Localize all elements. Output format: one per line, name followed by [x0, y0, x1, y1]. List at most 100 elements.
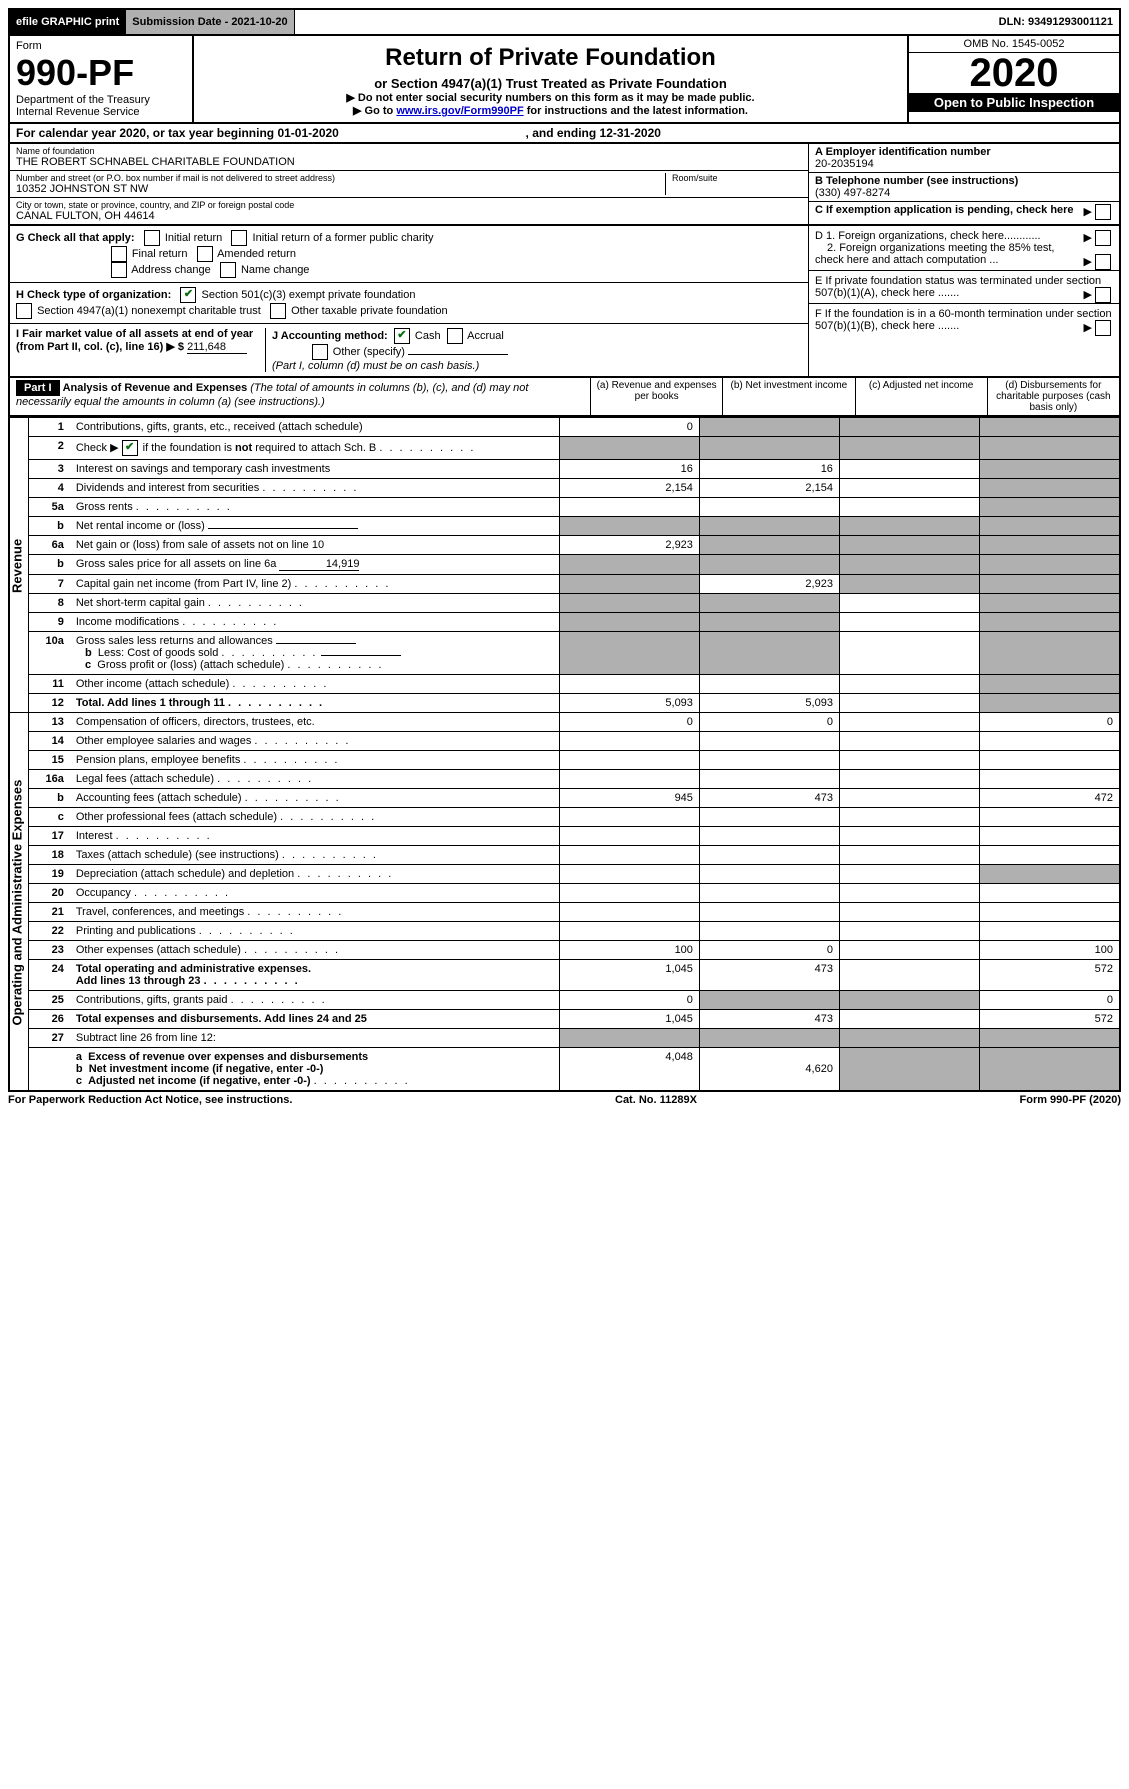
line-25: 25Contributions, gifts, grants paid 00 — [9, 991, 1120, 1010]
line-9: 9Income modifications — [9, 613, 1120, 632]
part1-header: Part I Analysis of Revenue and Expenses … — [8, 378, 1121, 417]
dln: DLN: 93491293001121 — [993, 10, 1119, 34]
line-8: 8Net short-term capital gain — [9, 594, 1120, 613]
line-5a: 5aGross rents — [9, 498, 1120, 517]
line-27: 27Subtract line 26 from line 12: — [9, 1029, 1120, 1048]
foundation-name-cell: Name of foundation THE ROBERT SCHNABEL C… — [10, 144, 808, 171]
city-state-zip: CANAL FULTON, OH 44614 — [16, 210, 802, 222]
line-19: 19Depreciation (attach schedule) and dep… — [9, 865, 1120, 884]
phone-value: (330) 497-8274 — [815, 187, 1113, 199]
top-bar: efile GRAPHIC print Submission Date - 20… — [8, 8, 1121, 36]
section-i: I Fair market value of all assets at end… — [16, 328, 266, 372]
irs-label: Internal Revenue Service — [16, 106, 186, 118]
j-other[interactable] — [312, 344, 328, 360]
line-6b: bGross sales price for all assets on lin… — [9, 555, 1120, 575]
ein-label: A Employer identification number — [815, 146, 1113, 158]
submission-date: Submission Date - 2021-10-20 — [126, 10, 294, 34]
c-checkbox[interactable] — [1095, 204, 1111, 220]
header-center: Return of Private Foundation or Section … — [194, 36, 907, 122]
room-suite-label: Room/suite — [672, 173, 802, 183]
g-amended[interactable] — [197, 246, 213, 262]
warn-goto: ▶ Go to www.irs.gov/Form990PF for instru… — [198, 104, 903, 117]
line-2: 2Check ▶ ✔ if the foundation is not requ… — [9, 437, 1120, 460]
line-27abc: a Excess of revenue over expenses and di… — [9, 1048, 1120, 1092]
expenses-label: Operating and Administrative Expenses — [9, 713, 29, 1092]
line-15: 15Pension plans, employee benefits — [9, 751, 1120, 770]
line-4: 4Dividends and interest from securities … — [9, 479, 1120, 498]
calendar-year-row: For calendar year 2020, or tax year begi… — [8, 124, 1121, 144]
line-16c: cOther professional fees (attach schedul… — [9, 808, 1120, 827]
warn-ssn: ▶ Do not enter social security numbers o… — [198, 91, 903, 104]
form-label: Form — [16, 40, 186, 52]
ty-begin: 01-01-2020 — [277, 126, 338, 140]
g-final[interactable] — [111, 246, 127, 262]
line-16b: bAccounting fees (attach schedule) 94547… — [9, 789, 1120, 808]
e-checkbox[interactable] — [1095, 287, 1111, 303]
h-other[interactable] — [270, 303, 286, 319]
section-g: G Check all that apply: Initial return I… — [10, 226, 808, 283]
line-11: 11Other income (attach schedule) — [9, 675, 1120, 694]
line-18: 18Taxes (attach schedule) (see instructi… — [9, 846, 1120, 865]
dept-treasury: Department of the Treasury — [16, 94, 186, 106]
ein-value: 20-2035194 — [815, 158, 1113, 170]
section-f: F If the foundation is in a 60-month ter… — [809, 304, 1119, 336]
line-13: Operating and Administrative Expenses 13… — [9, 713, 1120, 732]
line-10a: 10aGross sales less returns and allowanc… — [9, 632, 1120, 675]
line-21: 21Travel, conferences, and meetings — [9, 903, 1120, 922]
form-number: 990-PF — [16, 52, 186, 94]
col-b-header: (b) Net investment income — [723, 378, 855, 415]
line-20: 20Occupancy — [9, 884, 1120, 903]
phone-label: B Telephone number (see instructions) — [815, 175, 1113, 187]
d1-checkbox[interactable] — [1095, 230, 1111, 246]
fmv-value: 211,648 — [187, 341, 247, 354]
ty-end: 12-31-2020 — [600, 126, 661, 140]
g-name[interactable] — [220, 262, 236, 278]
section-e: E If private foundation status was termi… — [809, 271, 1119, 304]
d2-checkbox[interactable] — [1095, 254, 1111, 270]
g-address[interactable] — [111, 262, 127, 278]
line-16a: 16aLegal fees (attach schedule) — [9, 770, 1120, 789]
g-initial-former[interactable] — [231, 230, 247, 246]
footer-form: Form 990-PF (2020) — [1020, 1094, 1121, 1106]
col-a-header: (a) Revenue and expenses per books — [591, 378, 723, 415]
section-j: J Accounting method: ✔ Cash Accrual Othe… — [266, 328, 802, 372]
line-23: 23Other expenses (attach schedule) 10001… — [9, 941, 1120, 960]
h-501c3[interactable]: ✔ — [180, 287, 196, 303]
line-12: 12Total. Add lines 1 through 11 5,0935,0… — [9, 694, 1120, 713]
line-1: Revenue 1Contributions, gifts, grants, e… — [9, 418, 1120, 437]
footer-left: For Paperwork Reduction Act Notice, see … — [8, 1094, 292, 1106]
section-h: H Check type of organization: ✔ Section … — [10, 283, 808, 324]
street-address: 10352 JOHNSTON ST NW — [16, 183, 665, 195]
check-section: G Check all that apply: Initial return I… — [8, 226, 1121, 378]
line-26: 26Total expenses and disbursements. Add … — [9, 1010, 1120, 1029]
schb-checkbox[interactable]: ✔ — [122, 440, 138, 456]
c-label: C If exemption application is pending, c… — [815, 204, 1074, 216]
header-right: OMB No. 1545-0052 2020 Open to Public In… — [907, 36, 1119, 122]
revenue-label: Revenue — [9, 418, 29, 713]
page-footer: For Paperwork Reduction Act Notice, see … — [8, 1092, 1121, 1106]
line-5b: bNet rental income or (loss) — [9, 517, 1120, 536]
line-24: 24Total operating and administrative exp… — [9, 960, 1120, 991]
line-3: 3Interest on savings and temporary cash … — [9, 460, 1120, 479]
irs-link[interactable]: www.irs.gov/Form990PF — [396, 105, 523, 117]
form-subtitle: or Section 4947(a)(1) Trust Treated as P… — [198, 76, 903, 91]
line-22: 22Printing and publications — [9, 922, 1120, 941]
j-cash[interactable]: ✔ — [394, 328, 410, 344]
g-initial[interactable] — [144, 230, 160, 246]
entity-info: Name of foundation THE ROBERT SCHNABEL C… — [8, 144, 1121, 226]
part1-label: Part I — [16, 380, 60, 396]
line-7: 7Capital gain net income (from Part IV, … — [9, 575, 1120, 594]
col-c-header: (c) Adjusted net income — [856, 378, 988, 415]
section-d: D 1. Foreign organizations, check here..… — [809, 226, 1119, 271]
header-left: Form 990-PF Department of the Treasury I… — [10, 36, 194, 122]
f-checkbox[interactable] — [1095, 320, 1111, 336]
j-accrual[interactable] — [447, 328, 463, 344]
form-title: Return of Private Foundation — [198, 44, 903, 72]
efile-tag: efile GRAPHIC print — [10, 10, 126, 34]
line-6a: 6aNet gain or (loss) from sale of assets… — [9, 536, 1120, 555]
form-header: Form 990-PF Department of the Treasury I… — [8, 36, 1121, 124]
foundation-name: THE ROBERT SCHNABEL CHARITABLE FOUNDATIO… — [16, 156, 802, 168]
part1-table: Revenue 1Contributions, gifts, grants, e… — [8, 417, 1121, 1092]
line-14: 14Other employee salaries and wages — [9, 732, 1120, 751]
h-4947[interactable] — [16, 303, 32, 319]
